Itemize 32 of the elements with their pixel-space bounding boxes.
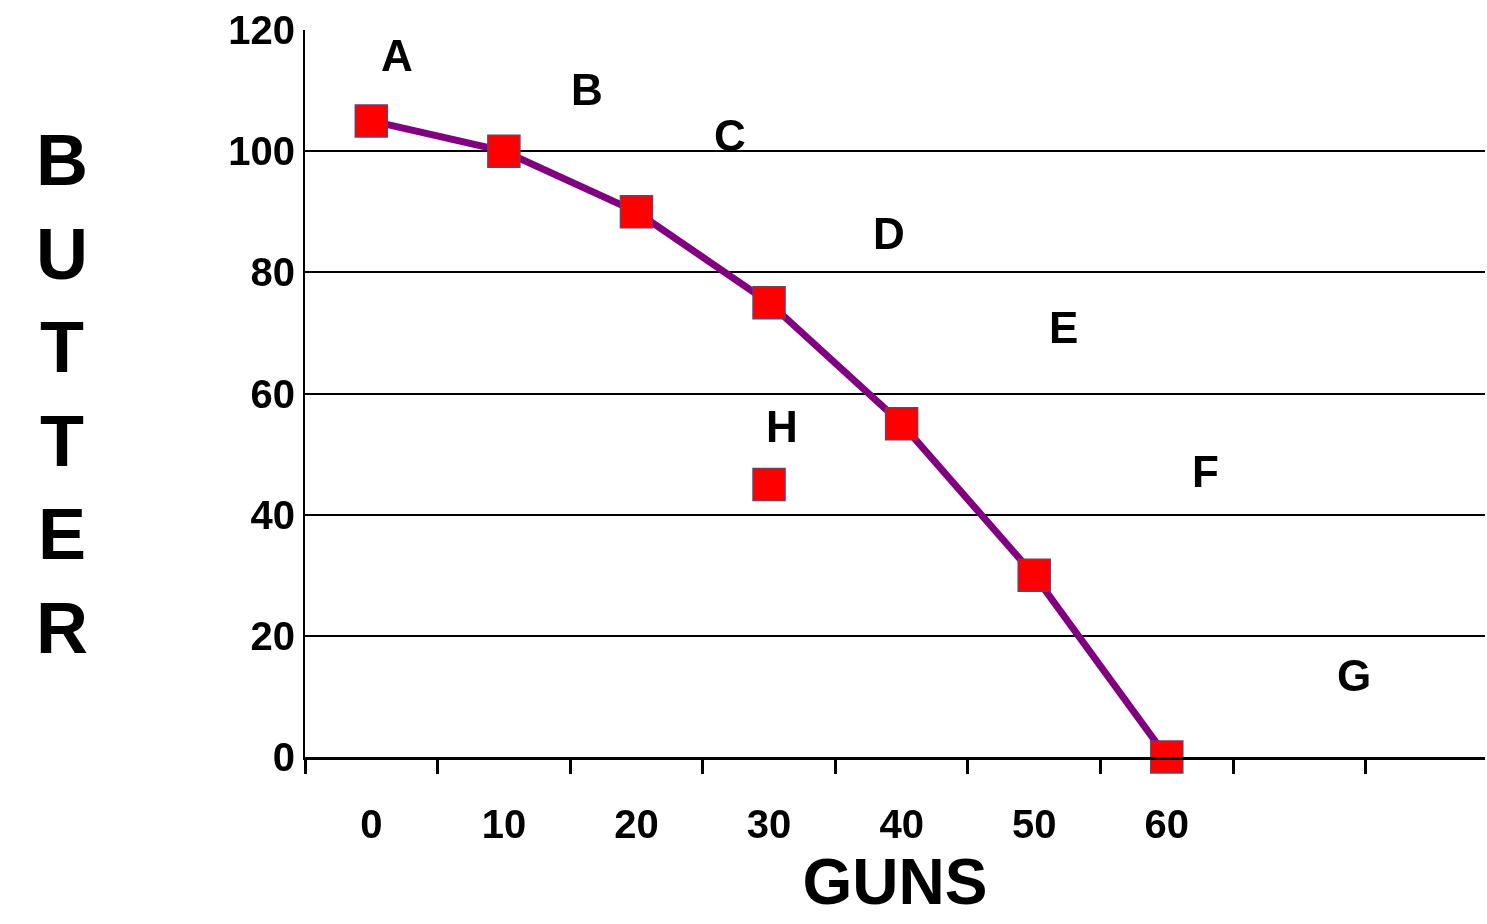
y-tick-label: 60 [250, 371, 295, 416]
annotation: A [381, 31, 413, 80]
x-tick-label: 30 [746, 802, 792, 846]
point [1017, 558, 1051, 592]
y-axis-title: BUTTER [36, 120, 88, 668]
x-tick-label: 60 [1144, 802, 1190, 846]
x-tick-label: 50 [1011, 802, 1057, 846]
y-tick-label: 0 [272, 735, 295, 779]
annotation: F [1192, 447, 1219, 496]
point [752, 467, 786, 502]
annotation: C [714, 111, 746, 160]
x-axis-title: GUNS [802, 846, 988, 918]
point [752, 285, 786, 320]
y-tick-label: 80 [250, 250, 295, 295]
y-tick-label: 100 [228, 129, 295, 174]
point [354, 104, 389, 138]
annotation: B [571, 65, 603, 114]
annotation: E [1049, 303, 1079, 352]
annotation: D [873, 209, 905, 258]
annotation: G [1337, 651, 1372, 700]
x-tick-label: 20 [614, 802, 659, 846]
point [884, 407, 919, 441]
y-tick-label: 20 [250, 613, 295, 658]
point [487, 134, 521, 168]
x-tick-label: 40 [879, 802, 924, 846]
x-tick-label: 10 [481, 802, 527, 846]
y-tick-label: 40 [250, 492, 295, 537]
point [619, 195, 654, 229]
y-tick-label: 120 [228, 8, 295, 52]
x-tick-label: 0 [360, 802, 383, 846]
point [1150, 740, 1184, 774]
annotation: H [766, 402, 798, 451]
